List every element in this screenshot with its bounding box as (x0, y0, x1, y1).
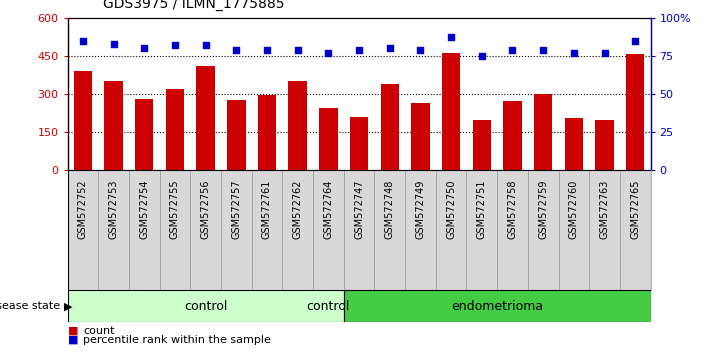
Bar (227, 100, 245, 170)
Point (476, 53, 488, 58)
Bar (375, 170, 405, 290)
Text: disease state: disease state (0, 301, 64, 311)
Bar (411, 103, 429, 170)
Bar (135, 99, 154, 170)
Point (538, 47, 549, 52)
Bar (626, 55, 644, 170)
Point (415, 47, 426, 52)
Bar (221, 170, 252, 290)
Bar (129, 170, 159, 290)
Bar (405, 170, 436, 290)
Point (353, 47, 365, 52)
Text: GSM572755: GSM572755 (170, 179, 180, 239)
Point (445, 35, 456, 40)
Text: GSM572754: GSM572754 (139, 179, 149, 239)
Bar (166, 89, 184, 170)
Text: GSM572761: GSM572761 (262, 179, 272, 239)
Text: count: count (83, 326, 114, 336)
Bar (313, 170, 343, 290)
Text: GSM572747: GSM572747 (354, 179, 364, 239)
Bar (74, 71, 92, 170)
Point (139, 45, 150, 51)
Text: GSM572756: GSM572756 (201, 179, 210, 239)
Text: GSM572762: GSM572762 (293, 179, 303, 239)
Bar (196, 66, 215, 170)
Bar (466, 170, 497, 290)
Text: percentile rank within the sample: percentile rank within the sample (83, 335, 271, 345)
Bar (282, 170, 313, 290)
Text: GSM572758: GSM572758 (508, 179, 518, 239)
Point (599, 50, 610, 56)
Bar (620, 170, 651, 290)
Point (384, 45, 395, 51)
Point (230, 47, 242, 52)
Point (108, 41, 119, 46)
Text: control: control (184, 300, 228, 313)
Bar (497, 170, 528, 290)
Bar (380, 84, 399, 170)
Bar (68, 290, 343, 322)
Point (292, 47, 304, 52)
Text: GSM572759: GSM572759 (538, 179, 548, 239)
Bar (159, 170, 191, 290)
Text: GDS3975 / ILMN_1775885: GDS3975 / ILMN_1775885 (103, 0, 284, 11)
Text: endometrioma: endometrioma (451, 300, 543, 313)
Bar (503, 101, 522, 170)
Bar (343, 290, 651, 322)
Text: GSM572753: GSM572753 (109, 179, 119, 239)
Bar (589, 170, 620, 290)
Point (323, 50, 334, 56)
Bar (68, 170, 98, 290)
Bar (534, 94, 552, 170)
Point (200, 42, 211, 48)
Text: GSM572751: GSM572751 (477, 179, 487, 239)
Text: GSM572749: GSM572749 (415, 179, 425, 239)
Text: GSM572748: GSM572748 (385, 179, 395, 239)
Bar (473, 120, 491, 170)
Bar (343, 170, 375, 290)
Bar (191, 170, 221, 290)
Text: ▶: ▶ (64, 301, 73, 311)
Text: GSM572765: GSM572765 (630, 179, 640, 239)
Bar (319, 108, 338, 170)
Bar (289, 81, 307, 170)
Text: control: control (306, 300, 350, 313)
Bar (559, 170, 589, 290)
Bar (565, 118, 583, 170)
Bar (436, 170, 466, 290)
Text: ■: ■ (68, 326, 78, 336)
Bar (595, 120, 614, 170)
Bar (442, 53, 460, 170)
Bar (105, 81, 123, 170)
Point (169, 42, 181, 48)
Bar (252, 170, 282, 290)
Text: GSM572750: GSM572750 (446, 179, 456, 239)
Bar (258, 95, 276, 170)
Point (629, 38, 641, 44)
Point (507, 47, 518, 52)
Point (77, 38, 89, 44)
Text: GSM572763: GSM572763 (599, 179, 609, 239)
Point (262, 47, 273, 52)
Bar (98, 170, 129, 290)
Text: GSM572764: GSM572764 (324, 179, 333, 239)
Text: ■: ■ (68, 335, 78, 345)
Bar (350, 116, 368, 170)
Point (568, 50, 579, 56)
Text: GSM572760: GSM572760 (569, 179, 579, 239)
Bar (528, 170, 559, 290)
Text: GSM572757: GSM572757 (231, 179, 241, 239)
Text: GSM572752: GSM572752 (78, 179, 88, 239)
